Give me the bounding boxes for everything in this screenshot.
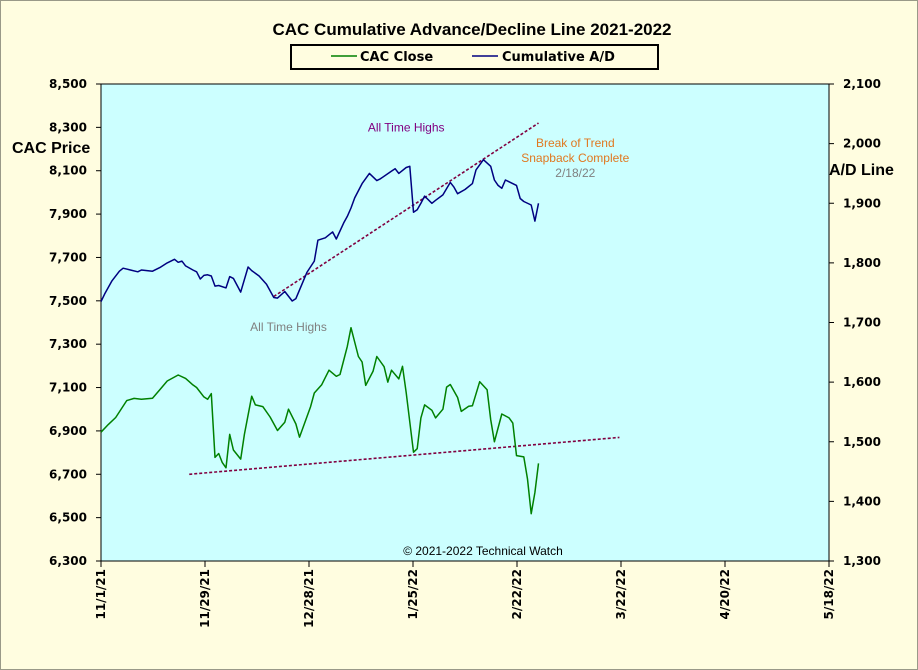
trendlines (189, 122, 620, 476)
y-left-tick-label: 6,500 (49, 511, 87, 525)
series-lines (100, 158, 540, 515)
y-left-tick-label: 7,100 (49, 381, 87, 395)
y-axis-left-title: CAC Price (12, 140, 90, 157)
annotation-3: Snapback Complete (521, 151, 629, 165)
annotation-5: All Time Highs (250, 320, 327, 334)
copyright-text: © 2021-2022 Technical Watch (403, 544, 563, 558)
y-right-tick-label: 2,100 (843, 77, 881, 91)
legend: CAC Close Cumulative A/D (290, 44, 659, 70)
y-left-tick-label: 7,700 (49, 250, 87, 264)
axis-ticks: 6,300 6,500 6,700 6,900 7,100 7,300 7,500 7,700… (49, 77, 881, 628)
y-left-tick-label: 7,900 (49, 207, 87, 221)
y-left-tick-label: 7,500 (49, 294, 87, 308)
y-left-tick-label: 6,300 (49, 554, 87, 568)
x-tick-label: 5/18/22 (822, 569, 836, 620)
annotation-1: All Time Highs (368, 121, 445, 135)
x-tick-label: 12/28/21 (302, 569, 316, 628)
series-line-cac-close (100, 326, 540, 515)
y-left-tick-label: 8,500 (49, 77, 87, 91)
chart-title: CAC Cumulative Advance/Decline Line 2021… (272, 20, 671, 39)
y-right-tick-label: 1,400 (843, 494, 881, 508)
series-line-cumulative-ad (100, 158, 540, 302)
x-tick-label: 1/25/22 (406, 569, 420, 620)
x-tick-label: 11/1/21 (94, 569, 108, 620)
legend-box (290, 44, 659, 70)
y-right-tick-label: 1,800 (843, 256, 881, 270)
x-tick-label: 2/22/22 (510, 569, 524, 620)
y-right-tick-label: 2,000 (843, 137, 881, 151)
y-right-tick-label: 1,500 (843, 435, 881, 449)
y-axis-right-title: A/D Line (829, 162, 894, 179)
y-right-tick-label: 1,700 (843, 316, 881, 330)
x-tick-label: 3/22/22 (614, 569, 628, 620)
x-tick-label: 11/29/21 (198, 569, 212, 628)
legend-label-ad: Cumulative A/D (502, 50, 615, 65)
plot-area (100, 83, 830, 562)
y-left-tick-label: 8,300 (49, 120, 87, 134)
y-left-tick-label: 6,700 (49, 467, 87, 481)
y-left-tick-label: 7,300 (49, 337, 87, 351)
annotation-4: 2/18/22 (555, 166, 595, 180)
x-tick-label: 4/20/22 (718, 569, 732, 620)
y-right-tick-label: 1,300 (843, 554, 881, 568)
y-right-tick-label: 1,900 (843, 196, 881, 210)
y-left-tick-label: 6,900 (49, 424, 87, 438)
trendline-1 (273, 122, 539, 298)
annotation-2: Break of Trend (536, 136, 615, 150)
legend-label-cac: CAC Close (360, 50, 433, 65)
trendline-2 (189, 436, 620, 476)
y-left-tick-label: 8,100 (49, 164, 87, 178)
y-right-tick-label: 1,600 (843, 375, 881, 389)
